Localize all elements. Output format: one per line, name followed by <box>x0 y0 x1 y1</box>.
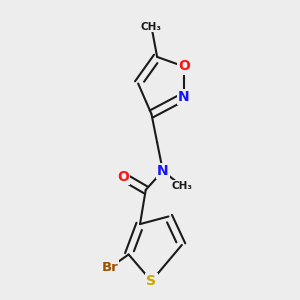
Text: N: N <box>157 164 169 178</box>
Text: CH₃: CH₃ <box>141 22 162 32</box>
Text: S: S <box>146 274 156 288</box>
Text: O: O <box>117 169 129 184</box>
Text: N: N <box>178 90 190 104</box>
Text: CH₃: CH₃ <box>171 181 192 191</box>
Text: O: O <box>178 59 190 74</box>
Text: Br: Br <box>101 261 118 274</box>
